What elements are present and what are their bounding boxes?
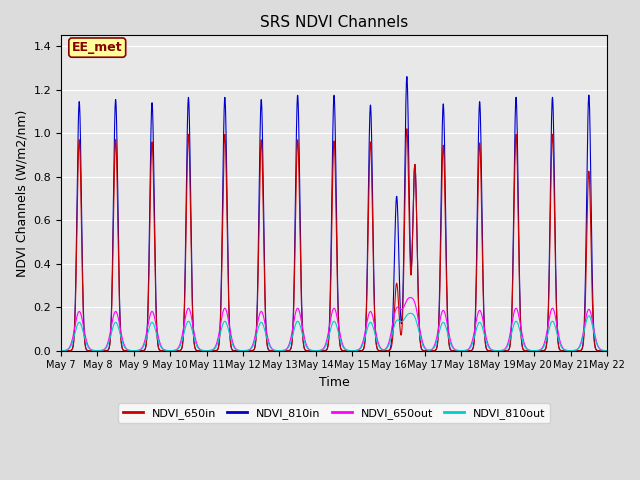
NDVI_810in — [267, 348, 275, 353]
NDVI_650in — [152, 297, 159, 303]
NDVI_650out — [534, 348, 541, 353]
NDVI_650out — [152, 320, 159, 326]
Y-axis label: NDVI Channels (W/m2/nm): NDVI Channels (W/m2/nm) — [15, 109, 28, 276]
NDVI_810out — [604, 348, 611, 353]
X-axis label: Time: Time — [319, 376, 349, 389]
NDVI_810in — [57, 348, 65, 353]
NDVI_810out — [534, 348, 541, 353]
NDVI_650out — [291, 317, 298, 323]
Line: NDVI_650out: NDVI_650out — [61, 298, 607, 350]
NDVI_650out — [267, 343, 275, 349]
NDVI_810out — [267, 345, 275, 350]
NDVI_810in — [291, 280, 298, 286]
NDVI_650in — [403, 126, 411, 132]
NDVI_650in — [604, 348, 611, 353]
NDVI_650in — [534, 348, 541, 353]
NDVI_810in — [593, 347, 600, 353]
NDVI_650in — [57, 348, 65, 353]
NDVI_810out — [593, 340, 600, 346]
NDVI_810in — [152, 288, 159, 293]
Title: SRS NDVI Channels: SRS NDVI Channels — [260, 15, 408, 30]
Line: NDVI_810out: NDVI_810out — [61, 313, 607, 350]
NDVI_650out — [120, 339, 127, 345]
NDVI_810in — [120, 347, 127, 353]
NDVI_810out — [120, 342, 127, 348]
NDVI_650out — [57, 348, 65, 353]
NDVI_810out — [406, 311, 414, 316]
NDVI_810in — [403, 74, 411, 80]
NDVI_810out — [57, 348, 65, 353]
Line: NDVI_810in: NDVI_810in — [61, 77, 607, 350]
NDVI_650in — [291, 292, 298, 298]
NDVI_810in — [534, 348, 541, 353]
NDVI_650in — [120, 348, 127, 353]
Line: NDVI_650in: NDVI_650in — [61, 129, 607, 350]
NDVI_810out — [291, 327, 298, 333]
NDVI_650in — [267, 348, 275, 353]
NDVI_650out — [604, 348, 611, 353]
NDVI_650in — [593, 348, 600, 353]
Text: EE_met: EE_met — [72, 41, 123, 54]
NDVI_810out — [152, 328, 159, 334]
NDVI_650out — [406, 295, 414, 300]
Legend: NDVI_650in, NDVI_810in, NDVI_650out, NDVI_810out: NDVI_650in, NDVI_810in, NDVI_650out, NDV… — [118, 404, 550, 423]
NDVI_650out — [593, 339, 600, 345]
NDVI_810in — [604, 348, 611, 353]
